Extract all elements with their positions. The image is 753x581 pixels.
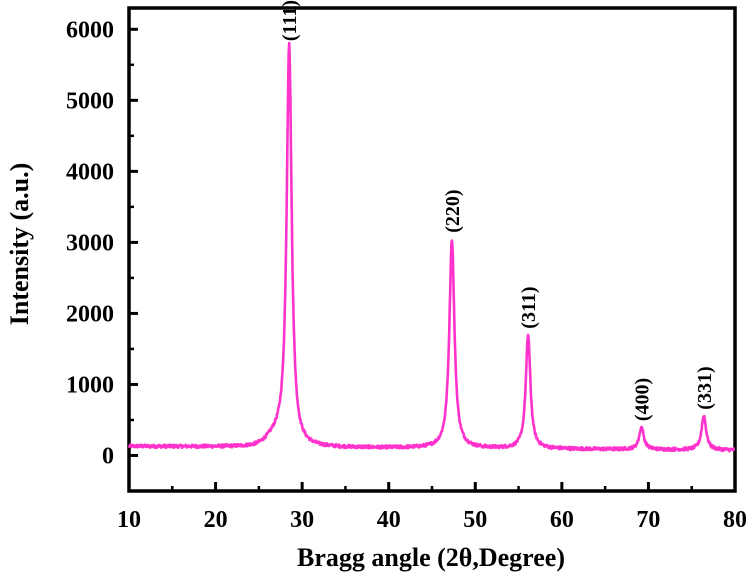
y-tick-label-0: 0 <box>102 443 114 469</box>
x-axis: 10 20 30 40 50 60 70 80 <box>117 482 747 533</box>
y-tick-label-2000: 2000 <box>66 301 114 327</box>
peak-label-111: (111) <box>279 0 301 41</box>
y-tick-label-6000: 6000 <box>66 17 114 43</box>
x-tick-label-30: 30 <box>290 507 314 533</box>
y-axis: 0 1000 2000 3000 4000 5000 6000 <box>66 17 138 469</box>
intensity-series-line <box>127 41 736 453</box>
y-tick-label-3000: 3000 <box>66 230 114 256</box>
y-tick-label-1000: 1000 <box>66 372 114 398</box>
x-tick-label-70: 70 <box>636 507 660 533</box>
x-tick-label-20: 20 <box>204 507 228 533</box>
peak-label-331: (331) <box>694 366 716 409</box>
peak-label-400: (400) <box>632 378 654 421</box>
x-tick-label-40: 40 <box>377 507 401 533</box>
x-tick-label-80: 80 <box>723 507 747 533</box>
peak-label-311: (311) <box>518 286 540 328</box>
y-tick-label-5000: 5000 <box>66 88 114 114</box>
peak-label-220: (220) <box>442 189 464 232</box>
y-axis-title: Intensity (a.u.) <box>5 163 34 326</box>
peak-labels: (111) (220) (311) (400) (331) <box>279 0 716 421</box>
x-tick-label-10: 10 <box>117 507 141 533</box>
x-axis-title: Bragg angle (2θ,Degree) <box>297 543 565 572</box>
y-tick-label-4000: 4000 <box>66 159 114 185</box>
x-tick-label-60: 60 <box>550 507 574 533</box>
x-tick-label-50: 50 <box>463 507 487 533</box>
